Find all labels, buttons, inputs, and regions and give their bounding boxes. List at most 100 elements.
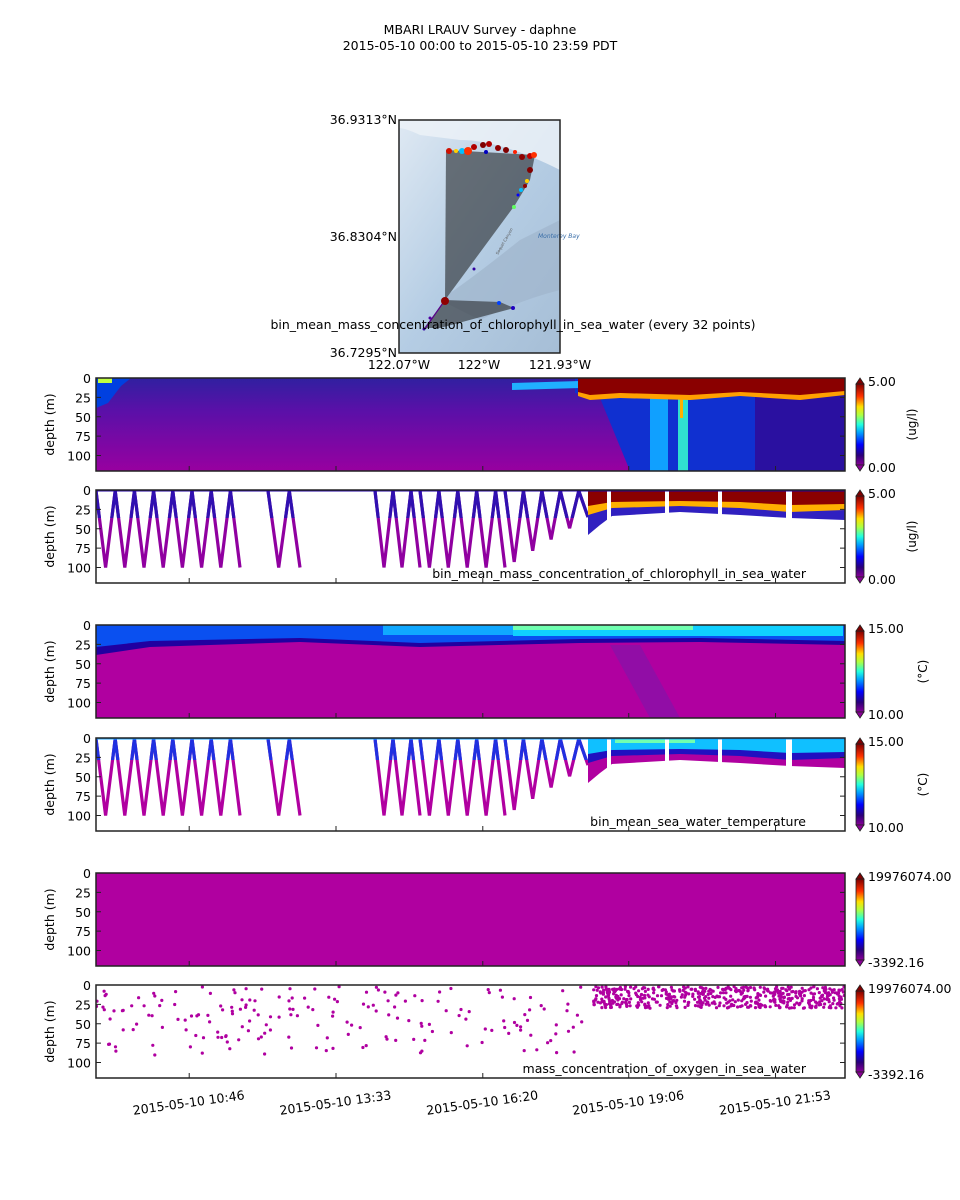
data-point bbox=[658, 1003, 662, 1007]
data-point bbox=[693, 987, 698, 992]
y-axis-label: depth (m) bbox=[42, 1000, 57, 1062]
data-point bbox=[786, 997, 790, 1001]
data-point bbox=[188, 1045, 192, 1049]
data-point bbox=[572, 1050, 576, 1054]
data-point bbox=[811, 995, 816, 999]
data-point bbox=[657, 985, 661, 989]
y-tick-label: 100 bbox=[67, 1056, 91, 1071]
data-point bbox=[604, 1005, 608, 1010]
data-point bbox=[184, 1028, 188, 1032]
data-point bbox=[289, 1013, 293, 1017]
data-point bbox=[444, 1009, 448, 1013]
data-point bbox=[256, 1037, 261, 1041]
map-track-point bbox=[422, 327, 426, 331]
colorbar-min-label: 0.00 bbox=[868, 572, 896, 587]
map-track-point bbox=[519, 188, 523, 192]
data-point bbox=[666, 1003, 670, 1007]
data-point bbox=[419, 1021, 423, 1025]
data-point bbox=[147, 1013, 151, 1017]
data-point bbox=[841, 990, 845, 994]
y-tick-label: 50 bbox=[75, 770, 91, 785]
profile-surface-band bbox=[615, 738, 695, 743]
map-track-point bbox=[484, 150, 488, 154]
y-tick-label: 50 bbox=[75, 1017, 91, 1032]
data-point bbox=[626, 989, 630, 994]
data-point bbox=[121, 1028, 125, 1032]
data-point bbox=[600, 985, 604, 989]
data-point bbox=[259, 1035, 263, 1039]
data-point bbox=[592, 1000, 596, 1004]
data-point bbox=[248, 1019, 252, 1023]
data-point bbox=[555, 1051, 559, 1055]
data-point bbox=[337, 985, 341, 989]
colorbar: 5.00 0.00 (ug/l) bbox=[855, 486, 919, 587]
data-point bbox=[679, 995, 684, 999]
data-point bbox=[233, 991, 237, 995]
data-point bbox=[522, 1049, 526, 1053]
data-point bbox=[748, 985, 753, 990]
colorbar-extend-max bbox=[855, 489, 865, 497]
data-point bbox=[802, 994, 807, 998]
data-point bbox=[108, 1017, 112, 1021]
colorbar-gradient bbox=[855, 878, 865, 961]
data-point bbox=[800, 999, 804, 1003]
data-point bbox=[757, 1005, 761, 1009]
data-point bbox=[758, 985, 762, 989]
y-tick-label: 100 bbox=[67, 449, 91, 464]
data-point bbox=[678, 988, 682, 992]
data-point bbox=[739, 992, 743, 996]
map-track-point bbox=[503, 147, 509, 153]
data-point bbox=[638, 998, 643, 1002]
data-point bbox=[736, 998, 740, 1002]
data-point bbox=[366, 1005, 370, 1009]
data-point bbox=[753, 1000, 758, 1005]
data-point bbox=[618, 1003, 622, 1008]
heatmap-patch bbox=[513, 625, 693, 630]
profile-surface-band bbox=[588, 490, 845, 506]
data-point bbox=[701, 1001, 705, 1005]
data-point bbox=[515, 1023, 519, 1027]
data-point bbox=[566, 1002, 570, 1006]
data-point bbox=[240, 1025, 244, 1029]
y-tick-label: 25 bbox=[75, 390, 91, 405]
data-point bbox=[346, 1032, 350, 1036]
data-point bbox=[602, 988, 606, 992]
data-point bbox=[306, 1005, 310, 1009]
profile-gap bbox=[786, 738, 792, 778]
map-track-point bbox=[464, 147, 472, 155]
data-point bbox=[244, 1005, 248, 1010]
data-point bbox=[756, 992, 760, 996]
data-point bbox=[131, 1028, 135, 1032]
data-point bbox=[237, 1038, 241, 1042]
data-point bbox=[643, 996, 647, 1000]
data-point bbox=[427, 1022, 431, 1026]
data-point bbox=[253, 999, 257, 1003]
data-point bbox=[600, 997, 604, 1001]
data-point bbox=[781, 991, 785, 996]
data-point bbox=[225, 1040, 229, 1044]
data-point bbox=[153, 994, 157, 998]
panel-frame bbox=[95, 624, 846, 719]
data-point bbox=[525, 1018, 530, 1023]
data-point bbox=[483, 1027, 487, 1031]
map-track-point bbox=[523, 184, 527, 188]
data-point bbox=[230, 1012, 235, 1016]
data-point bbox=[733, 1000, 737, 1004]
data-point bbox=[174, 990, 178, 994]
y-tick-label: 25 bbox=[75, 637, 91, 652]
data-point bbox=[726, 1000, 731, 1004]
data-point bbox=[394, 1038, 398, 1042]
data-point bbox=[795, 1001, 799, 1005]
x-tick-label: 2015-05-10 21:53 bbox=[718, 1087, 832, 1118]
data-point bbox=[277, 1015, 281, 1019]
data-point bbox=[746, 1005, 750, 1009]
map-track-point bbox=[531, 152, 537, 158]
colorbar-min-label: -3392.16 bbox=[868, 955, 924, 970]
map-survey-polygon bbox=[445, 150, 535, 300]
data-point bbox=[325, 1036, 329, 1040]
data-point bbox=[345, 1020, 349, 1024]
data-point bbox=[763, 1005, 767, 1009]
data-point bbox=[757, 998, 761, 1002]
colorbar-max-label: 5.00 bbox=[868, 374, 896, 389]
data-point bbox=[758, 1002, 763, 1007]
